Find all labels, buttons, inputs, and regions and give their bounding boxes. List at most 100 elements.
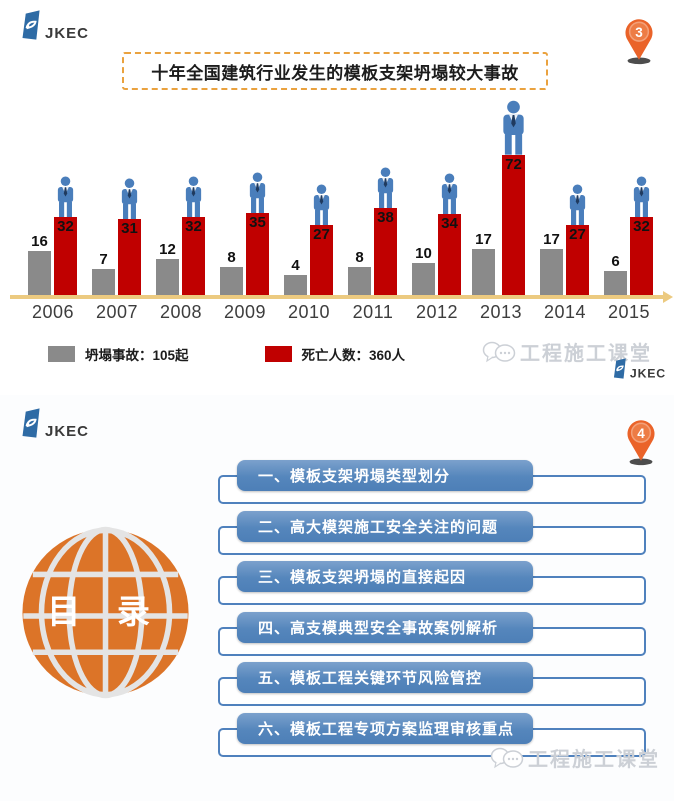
page-number: 4 xyxy=(637,426,645,441)
bar-pair: 16 32 xyxy=(28,176,78,295)
accident-count-label: 10 xyxy=(415,245,432,262)
deaths-column: 32 xyxy=(629,176,654,295)
deaths-column: 27 xyxy=(565,184,590,295)
toc-item-2: 二、高大模架施工安全关注的问题 xyxy=(218,510,646,556)
bar-pair: 7 31 xyxy=(92,178,142,295)
deaths-column: 27 xyxy=(309,184,334,295)
legend-label: 坍塌事故：105起 xyxy=(85,348,189,363)
page-number: 3 xyxy=(635,25,643,40)
bar-group: 8 35 2009 xyxy=(220,95,270,322)
toc-pill: 三、模板支架坍塌的直接起因 xyxy=(237,561,533,592)
person-icon xyxy=(569,184,586,226)
accidents-bar xyxy=(348,267,371,295)
year-label: 2014 xyxy=(543,302,587,322)
toc-label: 四、高支模典型安全事故案例解析 xyxy=(258,619,499,637)
bar-pair: 4 27 xyxy=(284,184,334,295)
chart-legend: 坍塌事故：105起 死亡人数：360人 xyxy=(48,344,405,364)
year-label: 2007 xyxy=(95,302,139,322)
speech-bubble-icon xyxy=(482,341,516,362)
bar-group: 17 72 2013 xyxy=(472,95,526,322)
jkec-logo: JKEC xyxy=(16,407,89,439)
jkec-logo-icon xyxy=(22,10,40,40)
legend-swatch xyxy=(48,346,75,362)
speech-bubble-icon xyxy=(490,747,524,768)
legend-label: 死亡人数：360人 xyxy=(301,348,406,363)
accidents-column: 16 xyxy=(28,233,51,295)
toc-label: 二、高大模架施工安全关注的问题 xyxy=(258,518,499,536)
accident-count-label: 6 xyxy=(611,253,620,270)
death-count-label: 27 xyxy=(313,226,330,244)
year-label: 2015 xyxy=(607,302,651,322)
deaths-bar: 27 xyxy=(566,225,589,295)
bar-pair: 17 72 xyxy=(472,100,530,295)
deaths-bar: 32 xyxy=(630,217,653,295)
slide-title-box: 十年全国建筑行业发生的模板支架坍塌较大事故 xyxy=(122,52,548,90)
death-count-label: 35 xyxy=(249,213,266,231)
bar-group: 8 38 2011 xyxy=(348,95,398,322)
person-icon xyxy=(57,176,74,218)
year-label: 2008 xyxy=(159,302,203,322)
accident-count-label: 7 xyxy=(99,251,108,268)
person-icon xyxy=(121,178,138,219)
legend-item: 死亡人数：360人 xyxy=(264,344,406,364)
bar-group: 6 32 2015 xyxy=(604,95,654,322)
slide-toc: JKEC 4 目 录 一、模板支架坍塌类型划分二、高大模架施工安全关注的问题 三、… xyxy=(0,395,674,801)
deaths-bar: 32 xyxy=(54,217,77,295)
year-label: 2009 xyxy=(223,302,267,322)
accident-count-label: 17 xyxy=(475,231,492,248)
death-count-label: 32 xyxy=(633,218,650,236)
x-axis-line xyxy=(10,291,673,303)
deaths-column: 34 xyxy=(437,173,462,295)
bar-group: 10 34 2012 xyxy=(412,95,462,322)
year-label: 2013 xyxy=(479,302,523,322)
toc-label: 五、模板工程关键环节风险管控 xyxy=(258,670,483,687)
toc-label: 三、模板支架坍塌的直接起因 xyxy=(258,569,467,586)
person-icon xyxy=(313,184,330,226)
accidents-column: 17 xyxy=(472,231,495,295)
deaths-bar: 38 xyxy=(374,208,397,295)
watermark: 工程施工课堂 xyxy=(482,337,652,366)
accidents-column: 12 xyxy=(156,241,179,295)
accident-count-label: 8 xyxy=(227,249,236,266)
accidents-bar xyxy=(604,271,627,295)
location-pin-icon: 4 xyxy=(627,420,655,466)
bar-group: 7 31 2007 xyxy=(92,95,142,322)
bar-pair: 8 35 xyxy=(220,172,270,295)
deaths-bar: 27 xyxy=(310,225,333,295)
accidents-column: 6 xyxy=(604,253,627,295)
death-count-label: 32 xyxy=(57,218,74,236)
watermark-text: 工程施工课堂 xyxy=(520,343,652,365)
logo-text: JKEC xyxy=(45,25,90,42)
location-pin-icon: 3 xyxy=(625,19,653,65)
toc-item-5: 五、模板工程关键环节风险管控 xyxy=(218,662,646,707)
death-count-label: 72 xyxy=(505,156,522,174)
toc-item-1: 一、模板支架坍塌类型划分 xyxy=(218,460,646,505)
toc-globe-label: 目 录 xyxy=(47,593,163,630)
deaths-bar: 34 xyxy=(438,214,461,295)
accident-count-label: 8 xyxy=(355,249,364,266)
toc-pill: 二、高大模架施工安全关注的问题 xyxy=(237,510,533,542)
accidents-column: 17 xyxy=(540,231,563,295)
toc-label: 六、模板工程专项方案监理审核重点 xyxy=(258,720,515,738)
slide-chart: JKEC 3 十年全国建筑行业发生的模板支架坍塌较大事故 16 32 2006 7 31… xyxy=(0,0,674,393)
bar-chart: 16 32 2006 7 31 2007 12 32 2008 8 35 2009 4 27 2010 8 38… xyxy=(28,95,654,322)
deaths-column: 35 xyxy=(245,172,270,295)
watermark: 工程施工课堂 xyxy=(490,743,660,772)
accidents-bar xyxy=(540,249,563,295)
person-icon xyxy=(633,176,650,218)
bar-pair: 12 32 xyxy=(156,176,206,295)
accident-count-label: 17 xyxy=(543,231,560,248)
person-icon xyxy=(503,101,524,156)
year-label: 2012 xyxy=(415,302,459,322)
toc-list: 一、模板支架坍塌类型划分二、高大模架施工安全关注的问题 三、模板支架坍塌的直接起因… xyxy=(218,460,646,763)
deaths-column: 32 xyxy=(53,176,78,295)
bar-group: 4 27 2010 xyxy=(284,95,334,322)
accidents-column: 8 xyxy=(220,249,243,295)
watermark-text: 工程施工课堂 xyxy=(528,749,660,771)
bar-pair: 10 34 xyxy=(412,173,462,295)
toc-label: 一、模板支架坍塌类型划分 xyxy=(258,468,451,485)
accident-count-label: 4 xyxy=(291,257,300,274)
bar-pair: 8 38 xyxy=(348,167,398,295)
deaths-column: 31 xyxy=(117,178,142,295)
person-icon xyxy=(249,172,266,213)
